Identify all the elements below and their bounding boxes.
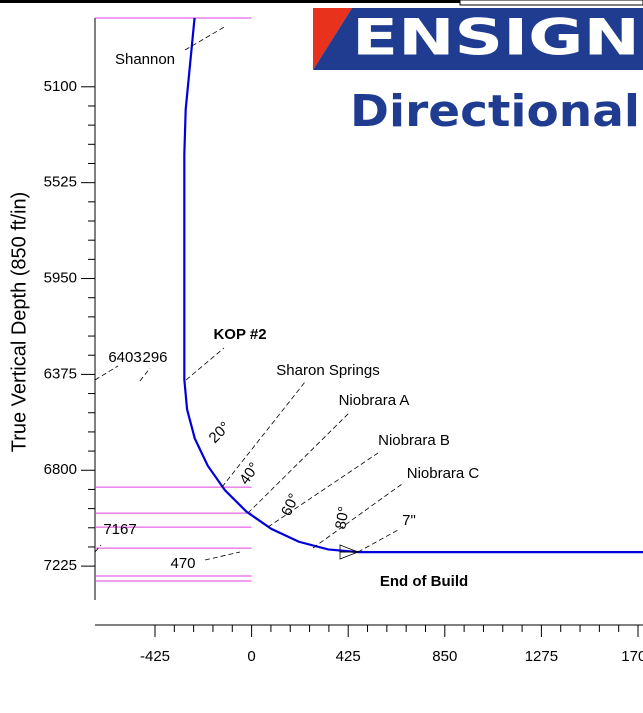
annotation: KOP #2 bbox=[213, 326, 266, 343]
y-axis-label: True Vertical Depth (850 ft/in) bbox=[8, 192, 30, 453]
annotation: Niobrara C bbox=[407, 465, 480, 482]
leader-line bbox=[185, 347, 225, 381]
annotation: 470 bbox=[170, 555, 195, 572]
logo-blue bbox=[313, 8, 643, 70]
leader-line bbox=[94, 365, 119, 381]
x-tick-label: 1700 bbox=[621, 648, 643, 665]
annotation: 296 bbox=[142, 349, 167, 366]
leader-line bbox=[267, 452, 379, 528]
y-tick-label: 5525 bbox=[44, 174, 77, 191]
annotation: 6403 bbox=[108, 349, 141, 366]
leader-line bbox=[94, 544, 102, 553]
y-tick-label: 6800 bbox=[44, 461, 77, 478]
annotation: 7" bbox=[402, 512, 416, 529]
annotation: 60° bbox=[278, 491, 303, 519]
logo-text: ENSIGN bbox=[352, 9, 640, 67]
well-path bbox=[183, 17, 643, 554]
annotation: Niobrara A bbox=[339, 392, 410, 409]
annotation: Shannon bbox=[115, 51, 175, 68]
x-tick-label: 0 bbox=[247, 648, 255, 665]
leader-line bbox=[139, 367, 151, 382]
y-tick-label: 6375 bbox=[44, 365, 77, 382]
annotation: 80° bbox=[332, 505, 353, 530]
leader-line bbox=[204, 551, 241, 561]
leader-line bbox=[357, 529, 399, 553]
casing-symbol bbox=[339, 544, 359, 560]
y-tick-label: 5950 bbox=[44, 269, 77, 286]
x-tick-label: 425 bbox=[336, 648, 361, 665]
x-tick-label: 850 bbox=[432, 648, 457, 665]
x-tick-label: -425 bbox=[140, 648, 170, 665]
annotation: 40° bbox=[236, 460, 263, 488]
annotation: Niobrara B bbox=[378, 432, 450, 449]
annotation: 7167 bbox=[103, 521, 136, 538]
annotation: Sharon Springs bbox=[276, 362, 379, 379]
annotation: End of Build bbox=[380, 573, 468, 590]
y-tick-label: 5100 bbox=[44, 78, 77, 95]
annotation: 20° bbox=[206, 419, 234, 447]
top-box bbox=[459, 0, 643, 6]
logo-subtext: Directional bbox=[350, 86, 640, 137]
y-tick-label: 7225 bbox=[44, 557, 77, 574]
leader-line bbox=[312, 483, 403, 549]
leader-line bbox=[221, 381, 306, 488]
x-tick-label: 1275 bbox=[525, 648, 558, 665]
